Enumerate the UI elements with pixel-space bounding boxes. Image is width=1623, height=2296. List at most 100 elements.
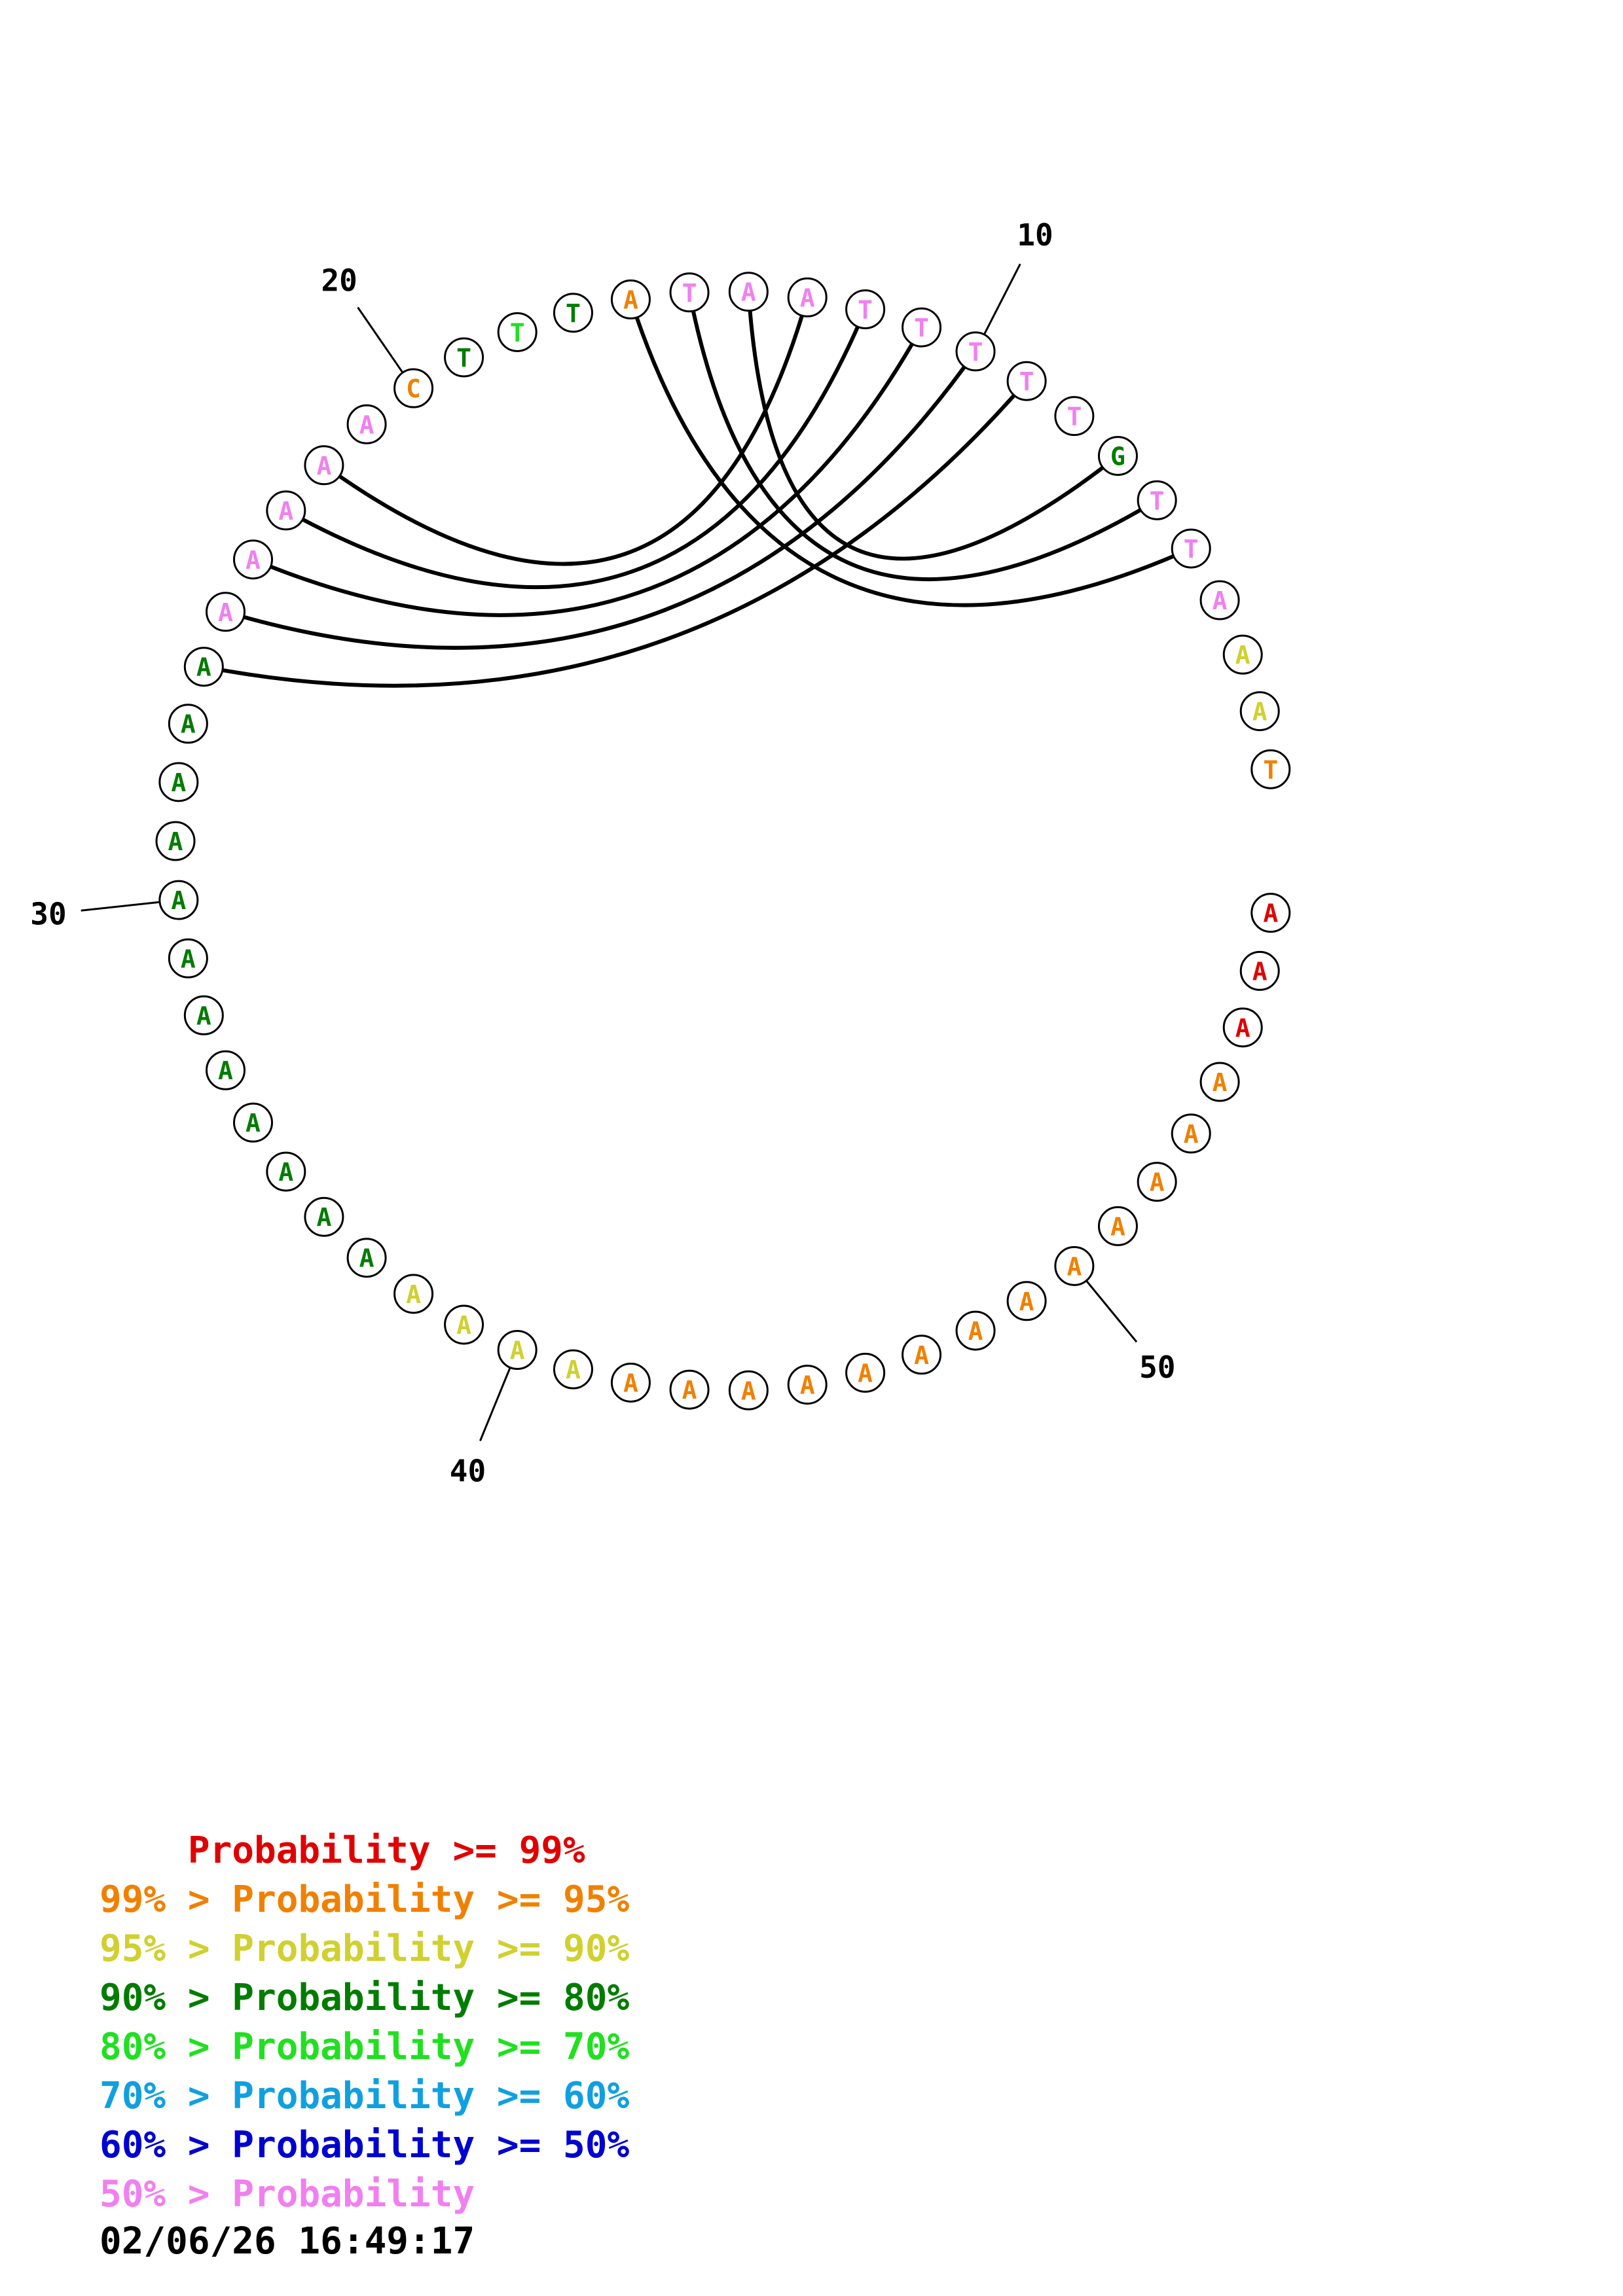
nucleotide-letter: A (181, 710, 196, 739)
nucleotide-letter: A (359, 1244, 374, 1273)
position-tick (81, 901, 160, 912)
nucleotide-letter: A (278, 497, 293, 526)
nucleotide-circle (168, 938, 208, 978)
nucleotide-circle (1006, 361, 1047, 401)
position-tick (983, 263, 1021, 335)
nucleotide-circle (1199, 580, 1240, 620)
nucleotide-letter: T (1150, 486, 1165, 515)
legend-prefix: 99% > (100, 1878, 232, 1921)
base-pair-arc (203, 380, 1029, 688)
nucleotide-letter: T (968, 338, 983, 367)
nucleotide-circle (728, 1370, 769, 1410)
nucleotide: A (1239, 691, 1280, 732)
nucleotide: A (610, 279, 651, 320)
nucleotide-letter: A (196, 653, 211, 682)
timestamp: 02/06/26 16:49:17 (100, 2220, 475, 2263)
nucleotide-letter: A (1184, 1120, 1199, 1149)
nucleotide-circle (902, 307, 942, 348)
nucleotide-circle (669, 1369, 710, 1410)
position-ticks: 10 20 30 40 50 (30, 217, 1175, 1489)
nucleotide-letter: T (914, 314, 929, 342)
nucleotide-circle (233, 539, 274, 580)
nucleotide-letter: T (566, 299, 581, 328)
nucleotide-letter: A (968, 1317, 983, 1346)
legend-text: Probability (232, 2173, 475, 2215)
nucleotide-circle (1222, 634, 1263, 675)
nucleotide-letter: A (741, 1376, 756, 1405)
legend-prefix: 95% > (100, 1928, 232, 1970)
position-label: 20 (321, 262, 357, 298)
nucleotide-circle (155, 821, 196, 861)
nucleotide-letter: A (168, 827, 183, 856)
nucleotide: A (1222, 634, 1263, 675)
nucleotide: A (902, 1335, 942, 1375)
legend-text: Probability >= 95% (232, 1878, 630, 1921)
nucleotide-circle (206, 1050, 246, 1090)
nucleotide-circle (497, 312, 538, 352)
nucleotide: A (183, 995, 224, 1035)
nucleotide-circle (1097, 436, 1138, 476)
nucleotide-letter: T (1067, 403, 1082, 431)
nucleotide-circle (1006, 1281, 1047, 1321)
nucleotide: T (444, 337, 484, 378)
nucleotide: T (955, 331, 996, 372)
nucleotide-circle (304, 1196, 344, 1237)
nucleotide: A (955, 1310, 996, 1351)
nucleotide: A (1239, 950, 1280, 991)
nucleotide-circle (787, 277, 828, 317)
position-tick (479, 1367, 511, 1441)
legend-prefix: 80% > (100, 2026, 232, 2068)
nucleotide-letter: A (171, 886, 186, 915)
nucleotide-circle (553, 1349, 593, 1390)
legend-row: Probability >= 99% (100, 1826, 629, 1875)
nucleotide: A (266, 490, 306, 531)
nucleotide: A (728, 272, 769, 312)
nucleotide-circle (1250, 749, 1291, 789)
nucleotide: A (158, 762, 199, 802)
nucleotide: A (553, 1349, 593, 1390)
legend-prefix (100, 1829, 188, 1872)
legend-prefix: 70% > (100, 2075, 232, 2117)
legend-row: 90% > Probability >= 80% (100, 1973, 629, 2022)
nucleotide-letter: G (1110, 442, 1125, 471)
legend-row: 70% > Probability >= 60% (100, 2072, 629, 2121)
nucleotide: C (393, 368, 434, 408)
nucleotide: A (787, 277, 828, 317)
nucleotide-circle (497, 1330, 538, 1371)
nucleotide-letter: T (510, 318, 525, 347)
nucleotide-letter: A (1252, 957, 1267, 986)
nucleotide-letter: A (914, 1341, 929, 1370)
nucleotide: A (1097, 1206, 1138, 1246)
nucleotide-circle (158, 880, 199, 920)
nucleotide-circle (304, 445, 344, 486)
base-pair-arc (225, 350, 977, 650)
nucleotide: T (1250, 749, 1291, 789)
base-pair-arc (746, 291, 1120, 561)
nucleotide: G (1097, 436, 1138, 476)
nucleotide-circle (346, 1238, 387, 1278)
nucleotide: A (728, 1370, 769, 1410)
nucleotide-letter: A (800, 1371, 815, 1400)
nucleotide-circle (183, 995, 224, 1035)
nucleotide-letter: A (278, 1158, 293, 1187)
nucleotide: T (1054, 396, 1095, 437)
nucleotide: A (610, 1362, 651, 1403)
nucleotide-letter: A (218, 1056, 233, 1085)
nucleotide-circle (168, 704, 208, 744)
nucleotide-letter: A (1263, 899, 1278, 928)
nucleotide-letter: T (682, 279, 697, 308)
nucleotide-letter: A (316, 452, 331, 480)
nucleotide: A (168, 704, 208, 744)
nucleotide-circle (444, 337, 484, 378)
legend-text: Probability >= 80% (232, 1977, 630, 2019)
nucleotide-circle (393, 1274, 434, 1314)
nucleotide: A (1222, 1007, 1263, 1048)
nucleotide-circle (1097, 1206, 1138, 1246)
nucleotide-circle (610, 279, 651, 320)
position-tick (357, 306, 404, 374)
nucleotide-letter: A (316, 1203, 331, 1232)
nucleotide-letter: C (406, 374, 421, 403)
nucleotide-letter: A (741, 278, 756, 307)
nucleotide: A (346, 1238, 387, 1278)
nucleotide-letter: A (196, 1001, 211, 1030)
